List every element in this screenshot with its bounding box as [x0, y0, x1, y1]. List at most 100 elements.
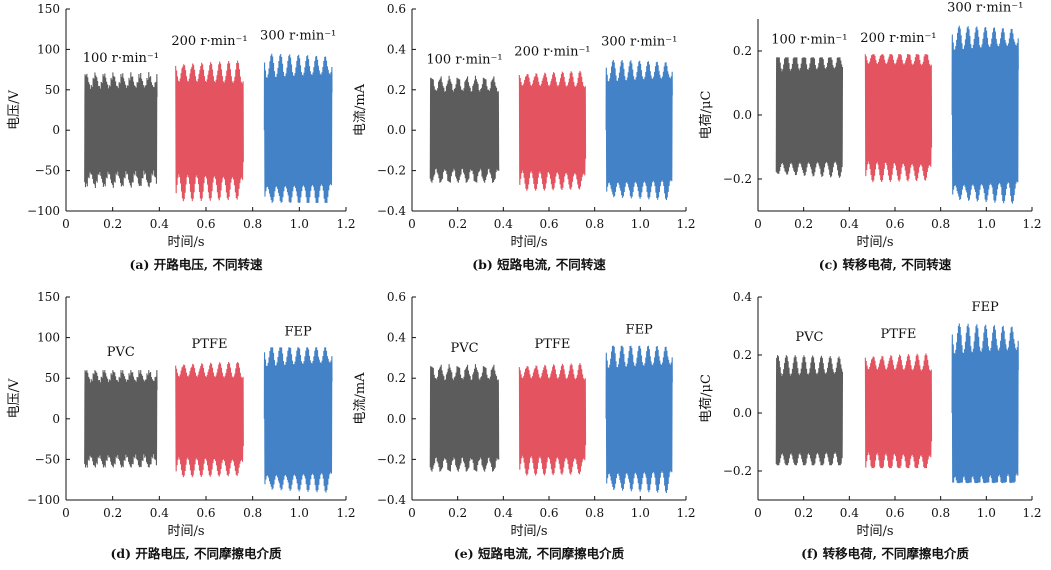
x-tick-label: 0.4	[840, 217, 859, 231]
series-annotation: 100 r·min⁻¹	[771, 32, 847, 47]
x-tick-label: 1.2	[1022, 217, 1041, 231]
series-annotation: FEP	[285, 324, 313, 339]
y-tick-label: 0	[52, 123, 60, 137]
y-tick-label: 0.6	[387, 2, 406, 16]
panel-e: 0 0.2 0.4 0.6 0.8 1.0 1.2 −0.4 −0.2 0.0 0.2 0.4 0.6 时…	[353, 290, 696, 561]
panel-b: 0 0.2 0.4 0.6 0.8 1.0 1.2 −0.4 −0.2 0.0 0.2 0.4 0.6 时…	[353, 2, 696, 272]
series-annotation: PVC	[107, 345, 135, 360]
x-tick-label: 0.6	[885, 506, 904, 520]
panel-a: 0 0.2 0.4 0.6 0.8 1.0 1.2 −100 −50 0 50 100 150 时间/s 电…	[7, 2, 356, 272]
y-tick-label: 150	[37, 2, 60, 16]
y-tick-label: −0.2	[723, 172, 752, 186]
series-annotation: PVC	[795, 330, 823, 345]
series-1-waveform	[84, 72, 158, 189]
series-1-waveform	[84, 370, 158, 468]
x-tick-label: 0.6	[196, 506, 215, 520]
x-tick-label: 0.8	[931, 217, 950, 231]
y-tick-label: 0	[52, 412, 60, 426]
y-tick-label: 50	[45, 371, 60, 385]
x-tick-label: 0	[754, 217, 762, 231]
panel-caption: (a) 开路电压, 不同转速	[130, 257, 263, 272]
y-tick-label: −50	[35, 452, 60, 466]
y-tick-label: 0.0	[387, 123, 406, 137]
x-tick-label: 0.4	[494, 506, 513, 520]
x-axis-label: 时间/s	[510, 524, 547, 539]
x-tick-label: 0	[408, 217, 416, 231]
x-axis-label: 时间/s	[856, 235, 893, 250]
x-tick-label: 0.2	[794, 506, 813, 520]
x-tick-label: 0	[62, 217, 70, 231]
x-tick-label: 0.4	[150, 506, 169, 520]
x-tick-label: 0.4	[840, 506, 859, 520]
y-tick-label: 100	[37, 42, 60, 56]
series-annotation: 300 r·min⁻¹	[260, 28, 336, 43]
series-2-waveform	[518, 70, 587, 191]
x-tick-label: 0.6	[539, 506, 558, 520]
x-tick-label: 0.6	[196, 217, 215, 231]
x-tick-label: 0	[408, 506, 416, 520]
y-tick-label: 100	[37, 331, 60, 345]
x-axis-label: 时间/s	[510, 235, 547, 250]
series-3-waveform	[263, 53, 333, 203]
y-tick-label: −0.2	[377, 164, 406, 178]
x-tick-label: 0.8	[243, 217, 262, 231]
series-annotation: PTFE	[534, 337, 570, 352]
series-annotation: FEP	[972, 300, 1000, 315]
x-tick-label: 0	[754, 506, 762, 520]
x-tick-label: 0.2	[448, 217, 467, 231]
y-tick-label: 0.4	[387, 331, 406, 345]
y-tick-label: 150	[37, 290, 60, 304]
y-axis-label: 电荷/μC	[699, 91, 714, 140]
y-tick-label: −0.4	[377, 204, 407, 218]
x-tick-label: 1.2	[336, 506, 355, 520]
x-tick-label: 1.0	[631, 217, 650, 231]
series-annotation: 100 r·min⁻¹	[426, 53, 502, 68]
series-annotation: 200 r·min⁻¹	[514, 45, 590, 60]
x-tick-label: 0.8	[585, 506, 604, 520]
series-1-waveform	[429, 75, 500, 183]
series-annotation: PVC	[450, 341, 478, 356]
y-axis-label: 电流/mA	[353, 83, 368, 136]
x-tick-label: 0.2	[448, 506, 467, 520]
y-tick-label: 0.0	[733, 406, 752, 420]
panel-caption: (d) 开路电压, 不同摩擦电介质	[110, 546, 282, 561]
x-tick-label: 0.8	[243, 506, 262, 520]
panel-caption: (c) 转移电荷, 不同转速	[819, 257, 952, 272]
series-2-waveform	[518, 363, 587, 476]
series-2-waveform	[864, 353, 933, 469]
y-axis-label: 电压/V	[7, 378, 22, 418]
panel-caption: (b) 短路电流, 不同转速	[472, 257, 606, 272]
x-tick-label: 1.0	[977, 506, 996, 520]
x-tick-label: 1.2	[676, 217, 695, 231]
x-tick-label: 0.6	[539, 217, 558, 231]
x-tick-label: 0.4	[150, 217, 169, 231]
series-annotation: 300 r·min⁻¹	[601, 35, 677, 50]
panel-caption: (f) 转移电荷, 不同摩擦电介质	[801, 546, 969, 561]
series-annotation: 200 r·min⁻¹	[171, 34, 247, 49]
y-tick-label: −0.2	[377, 452, 406, 466]
y-axis-label: 电流/mA	[353, 372, 368, 425]
x-tick-label: 0.8	[931, 506, 950, 520]
series-annotation: PTFE	[880, 327, 916, 342]
y-tick-label: 0.2	[387, 371, 406, 385]
y-tick-label: −0.2	[723, 464, 752, 478]
y-tick-label: 0.4	[733, 290, 752, 304]
y-tick-label: 0.4	[387, 42, 406, 56]
series-1-waveform	[775, 57, 844, 178]
y-tick-label: −50	[35, 164, 60, 178]
x-tick-label: 0.4	[494, 217, 513, 231]
y-tick-label: 50	[45, 83, 60, 97]
y-tick-label: 0.0	[733, 108, 752, 122]
y-tick-label: 0.6	[387, 290, 406, 304]
x-tick-label: 0.2	[103, 506, 122, 520]
x-tick-label: 1.0	[631, 506, 650, 520]
series-3-waveform	[263, 347, 333, 493]
x-tick-label: 0	[62, 506, 70, 520]
y-tick-label: 0.2	[387, 83, 406, 97]
x-tick-label: 1.0	[977, 217, 996, 231]
series-1-waveform	[775, 355, 844, 466]
series-2-waveform	[175, 60, 244, 202]
y-tick-label: 0.0	[387, 412, 406, 426]
series-annotation: PTFE	[192, 337, 228, 352]
